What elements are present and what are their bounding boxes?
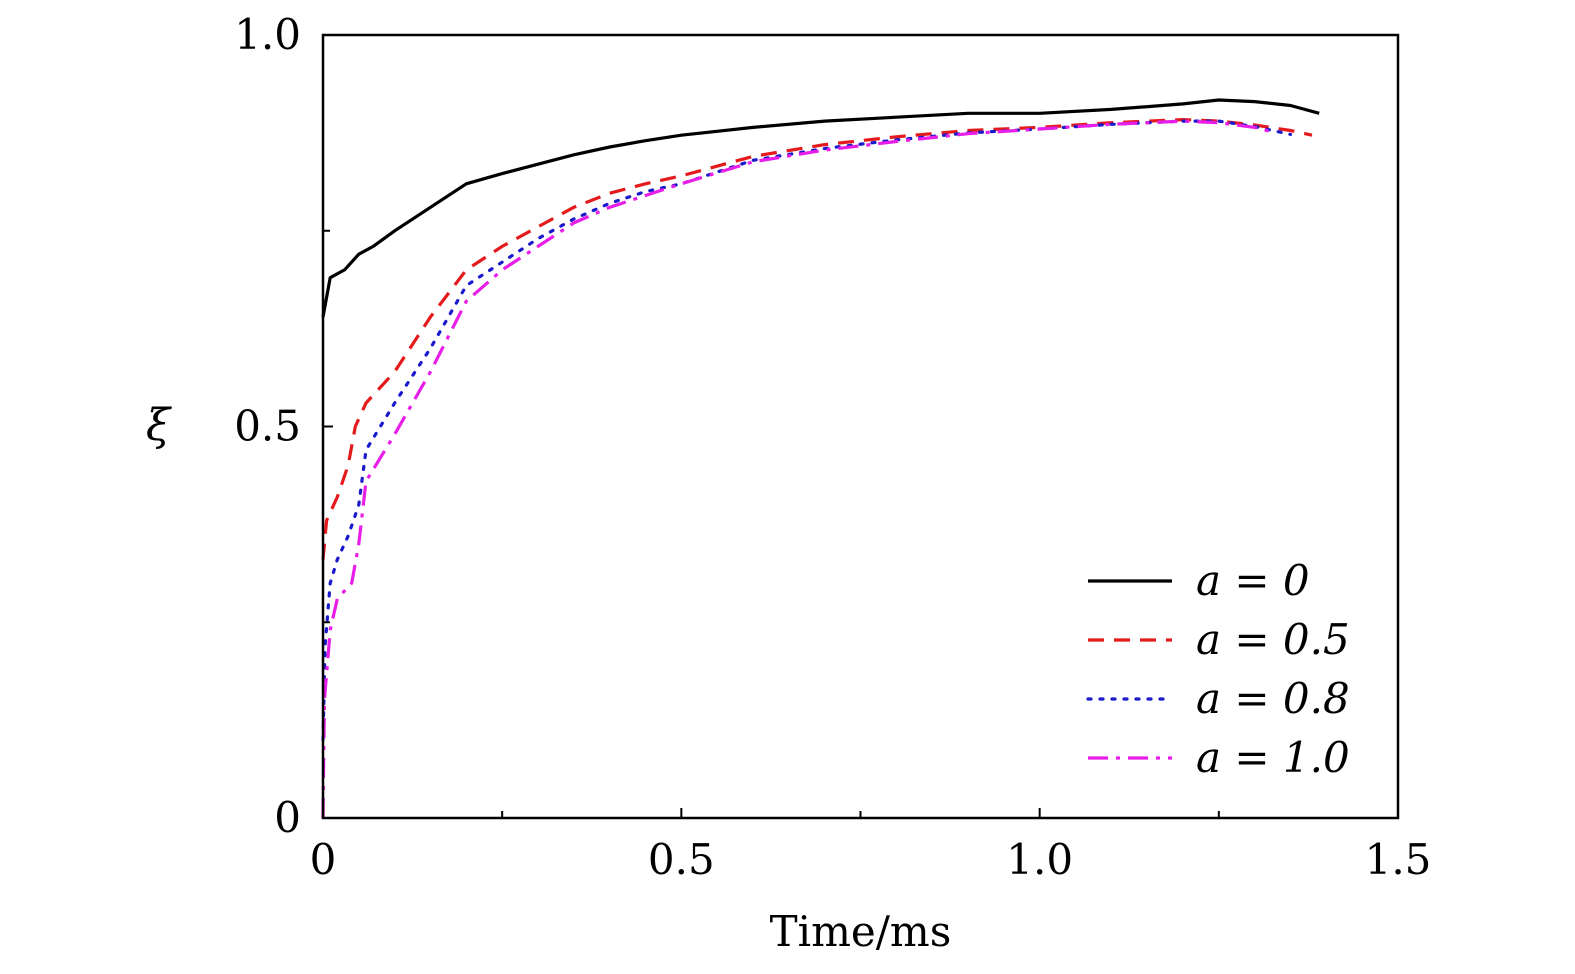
y-tick-label: 0.5 — [234, 402, 301, 451]
ticks-layer: 0 0.5 1.0 1.5 0 0.5 1.0 — [234, 10, 1431, 884]
legend-label-4: a = 1.0 — [1196, 733, 1350, 782]
legend: a = 0 a = 0.5 a = 0.8 a = 1.0 — [1086, 556, 1350, 782]
series-line-2 — [321, 117, 1313, 560]
x-tick-label: 0 — [310, 835, 337, 884]
x-tick-label: 1.0 — [1006, 835, 1073, 884]
series-line-4 — [321, 119, 1277, 819]
y-tick-label: 0 — [274, 793, 301, 842]
y-tick-label: 1.0 — [234, 10, 301, 59]
legend-label-2: a = 0.5 — [1196, 615, 1350, 664]
series-layer — [321, 98, 1320, 819]
x-tick-label: 1.5 — [1365, 835, 1432, 884]
y-axis-label: ξ — [146, 400, 173, 451]
x-axis-label: Time/ms — [770, 907, 952, 956]
legend-label-3: a = 0.8 — [1196, 674, 1350, 723]
x-tick-label: 0.5 — [648, 835, 715, 884]
series-line-3 — [321, 119, 1293, 742]
legend-label-1: a = 0 — [1196, 556, 1310, 605]
series-line-1 — [321, 98, 1320, 318]
